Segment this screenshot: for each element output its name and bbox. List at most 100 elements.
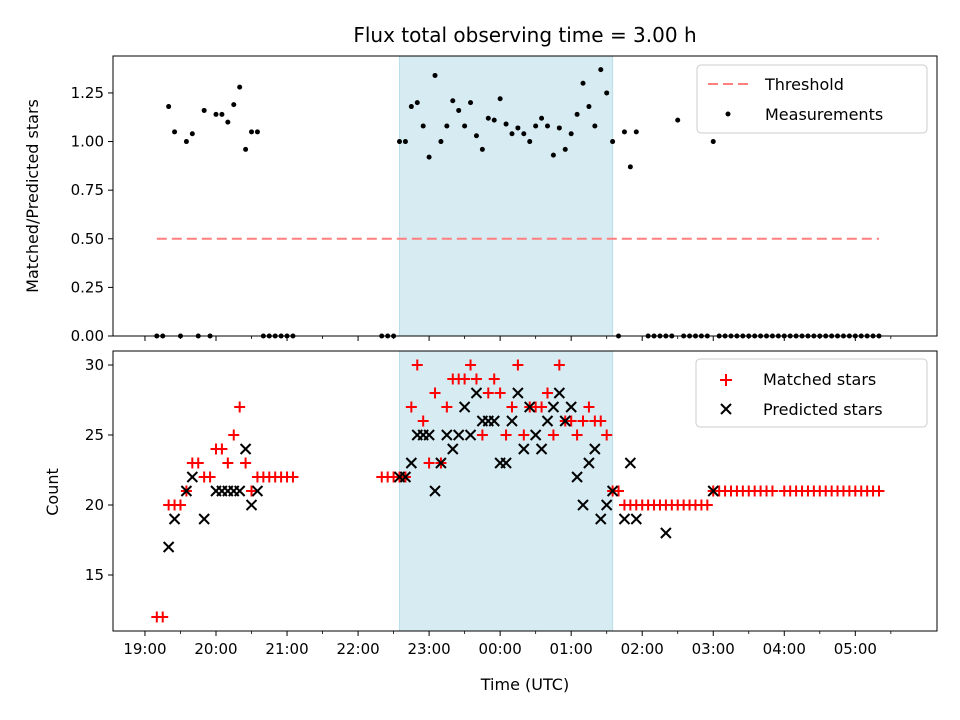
legend-matched-label: Matched stars	[763, 370, 876, 389]
measurement-point	[456, 107, 462, 113]
predicted-star-marker	[245, 499, 258, 511]
matched-star-marker	[613, 485, 625, 497]
matched-star-marker	[174, 499, 186, 511]
measurement-point	[213, 111, 219, 117]
measurement-point	[710, 139, 716, 145]
measurement-point	[237, 84, 243, 90]
matched-star-marker	[518, 429, 530, 441]
y-tick-label: 30	[85, 356, 104, 374]
predicted-star-marker	[529, 429, 542, 441]
measurement-point	[574, 111, 580, 117]
matched-star-marker	[547, 429, 559, 441]
measurement-point	[444, 123, 450, 129]
measurement-point	[503, 121, 509, 127]
y-tick-label: 20	[85, 496, 104, 514]
measurement-point	[225, 119, 231, 125]
top-legend-box	[696, 64, 928, 134]
y-tick-label: 0.00	[71, 327, 104, 345]
predicted-star-marker	[630, 513, 642, 525]
x-tick-label: 01:00	[550, 640, 593, 658]
measurement-point	[166, 104, 172, 110]
legend-predicted-label: Predicted stars	[763, 400, 883, 419]
measurement-point	[183, 139, 189, 145]
x-tick-label: 20:00	[194, 640, 237, 658]
measurement-point	[675, 117, 681, 123]
measurement-point	[249, 129, 255, 135]
measurement-point	[491, 117, 497, 123]
predicted-star-marker	[660, 527, 672, 539]
matched-star-marker	[411, 359, 423, 371]
measurement-point	[450, 98, 456, 104]
matched-star-marker	[506, 401, 518, 413]
matched-star-marker	[287, 471, 299, 483]
measurement-point	[479, 146, 485, 152]
measurement-point	[189, 131, 195, 137]
matched-star-marker	[482, 387, 494, 399]
matched-star-marker	[192, 457, 204, 469]
measurement-point	[580, 80, 586, 86]
measurement-point	[627, 164, 633, 170]
measurement-point	[515, 125, 521, 131]
matched-star-marker	[470, 373, 482, 385]
measurement-point	[402, 139, 408, 145]
y-tick-label: 0.25	[71, 278, 104, 296]
predicted-star-marker	[559, 415, 571, 427]
measurement-point	[219, 111, 225, 117]
measurement-points	[154, 67, 882, 339]
matched-star-marker	[157, 611, 169, 623]
legend-predicted-swatch	[720, 403, 732, 415]
count-panel: 15 20 25 30 19:00 20:00 21:00 22:00 23:00 00:00 0…	[43, 350, 938, 694]
top-x-axis-ticks	[144, 336, 892, 341]
matched-star-marker	[417, 415, 429, 427]
measurement-point	[432, 72, 438, 78]
predicted-star-marker	[233, 485, 246, 497]
measurement-point	[420, 123, 426, 129]
predicted-star-marker	[458, 401, 471, 413]
x-tick-label: 21:00	[265, 640, 308, 658]
measurement-point	[610, 139, 616, 145]
matched-star-marker	[216, 443, 228, 455]
predicted-star-marker	[547, 401, 560, 413]
matched-star-marker	[488, 373, 500, 385]
predicted-star-marker	[618, 513, 631, 525]
matched-star-marker	[228, 429, 240, 441]
predicted-star-marker	[500, 457, 512, 469]
measurement-point	[604, 90, 610, 96]
predicted-star-marker	[512, 387, 524, 399]
measurement-point	[243, 146, 249, 152]
predicted-star-marker	[162, 541, 175, 553]
bottom-legend: Matched stars Predicted stars	[695, 358, 928, 428]
measurement-point	[497, 96, 503, 102]
y-tick-label: 0.75	[71, 181, 104, 199]
predicted-star-marker	[464, 429, 477, 441]
predicted-star-marker	[186, 471, 199, 483]
matched-star-marker	[873, 485, 885, 497]
matched-star-marker	[541, 387, 553, 399]
legend-measurements-swatch	[725, 111, 731, 117]
top-legend: Threshold Measurements	[696, 64, 928, 134]
predicted-star-marker	[506, 415, 518, 427]
measurement-point	[254, 129, 260, 135]
matched-star-marker	[536, 401, 548, 413]
measurement-point	[521, 131, 527, 137]
measurement-point	[473, 133, 479, 139]
predicted-star-marker	[470, 387, 483, 399]
predicted-star-marker	[565, 401, 577, 413]
predicted-star-marker	[435, 457, 447, 469]
predicted-star-marker	[251, 485, 264, 497]
x-tick-label: 02:00	[621, 640, 664, 658]
matched-star-marker	[405, 401, 417, 413]
matched-star-marker	[565, 415, 577, 427]
x-tick-label: 00:00	[479, 640, 522, 658]
measurement-point	[172, 129, 178, 135]
matched-star-marker	[459, 373, 471, 385]
measurement-point	[414, 100, 420, 106]
y-tick-label: 25	[85, 426, 104, 444]
predicted-star-marker	[180, 485, 193, 497]
predicted-star-marker	[405, 457, 418, 469]
predicted-star-marker	[553, 387, 566, 399]
measurement-point	[568, 131, 574, 137]
matched-star-marker	[423, 457, 435, 469]
matched-star-marker	[766, 485, 778, 497]
observing-window-shade	[399, 55, 614, 337]
